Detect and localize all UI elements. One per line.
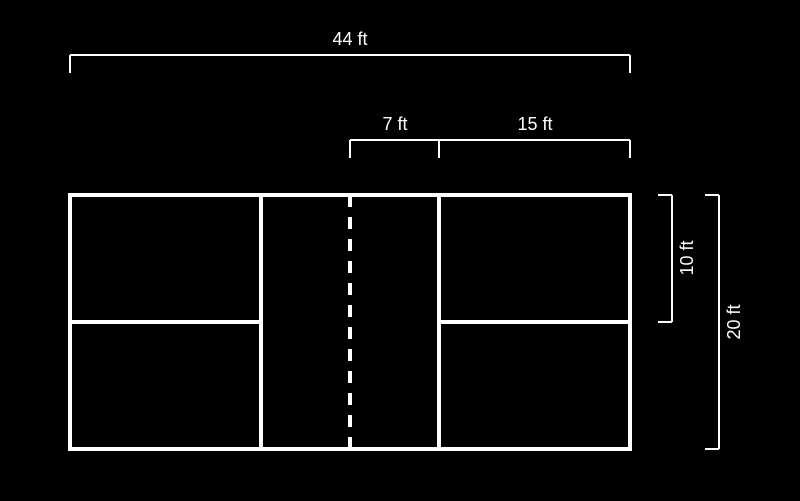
dim-width-full: 20 ft [705, 195, 744, 449]
dim-total-length-label: 44 ft [332, 29, 367, 49]
dim-width-half-label: 10 ft [677, 240, 697, 275]
dim-service-depth: 15 ft [439, 114, 630, 158]
court-outline [70, 195, 630, 449]
dim-total-length: 44 ft [70, 29, 630, 73]
dim-service-depth-label: 15 ft [517, 114, 552, 134]
dim-nvz-depth-label: 7 ft [382, 114, 407, 134]
dim-nvz-depth: 7 ft [350, 114, 439, 158]
dim-width-half: 10 ft [658, 195, 697, 322]
dim-width-full-label: 20 ft [724, 304, 744, 339]
